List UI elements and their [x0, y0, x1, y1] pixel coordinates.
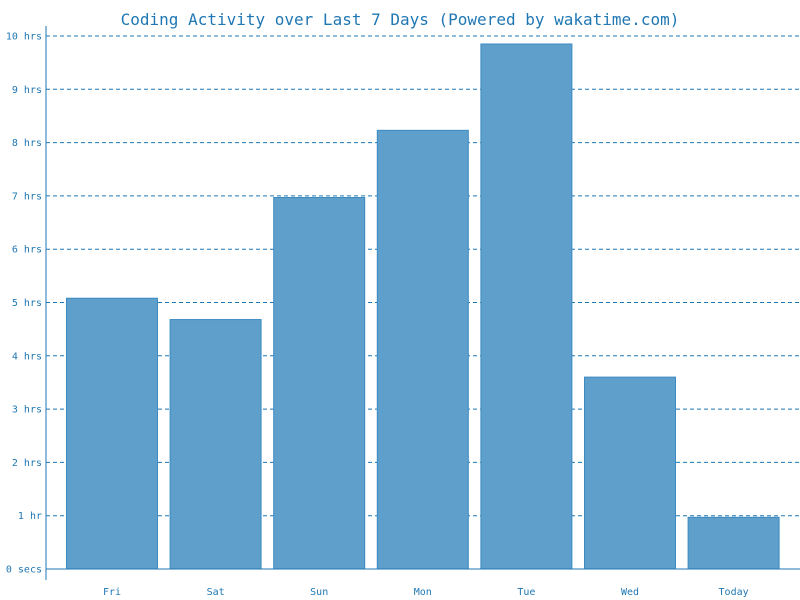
tick-labels: 0 secs 1 hr 2 hrs 3 hrs 4 hrs 5 hrs 6 hrs 7 hrs…: [6, 32, 749, 599]
bar-wed: [584, 376, 676, 570]
y-tick-label: 6 hrs: [12, 245, 42, 256]
bar-today: [687, 516, 780, 570]
x-tick-label: Mon: [414, 587, 432, 598]
bar-sat: [169, 319, 262, 570]
y-tick-label: 2 hrs: [12, 458, 42, 469]
x-tick-label: Today: [719, 587, 749, 598]
bar-mon: [376, 129, 469, 570]
x-tick-label: Sun: [310, 587, 328, 598]
y-tick-label: 7 hrs: [12, 191, 42, 202]
bar-sun: [273, 196, 366, 570]
bar-tue: [480, 43, 573, 570]
x-tick-label: Fri: [103, 587, 121, 598]
y-tick-label: 0 secs: [6, 565, 42, 576]
axes: [45, 26, 800, 580]
chart-title: Coding Activity over Last 7 Days (Powere…: [120, 10, 680, 29]
y-tick-label: 1 hr: [18, 511, 42, 522]
bars: [66, 43, 780, 570]
y-tick-label: 4 hrs: [12, 351, 42, 362]
y-tick-label: 10 hrs: [6, 32, 42, 43]
x-tick-label: Sat: [207, 587, 225, 598]
x-tick-label: Tue: [517, 587, 535, 598]
y-tick-label: 5 hrs: [12, 298, 42, 309]
y-tick-label: 8 hrs: [12, 138, 42, 149]
y-tick-label: 9 hrs: [12, 85, 42, 96]
y-tick-label: 3 hrs: [12, 405, 42, 416]
bar-fri: [66, 297, 158, 570]
x-tick-label: Wed: [621, 587, 639, 598]
